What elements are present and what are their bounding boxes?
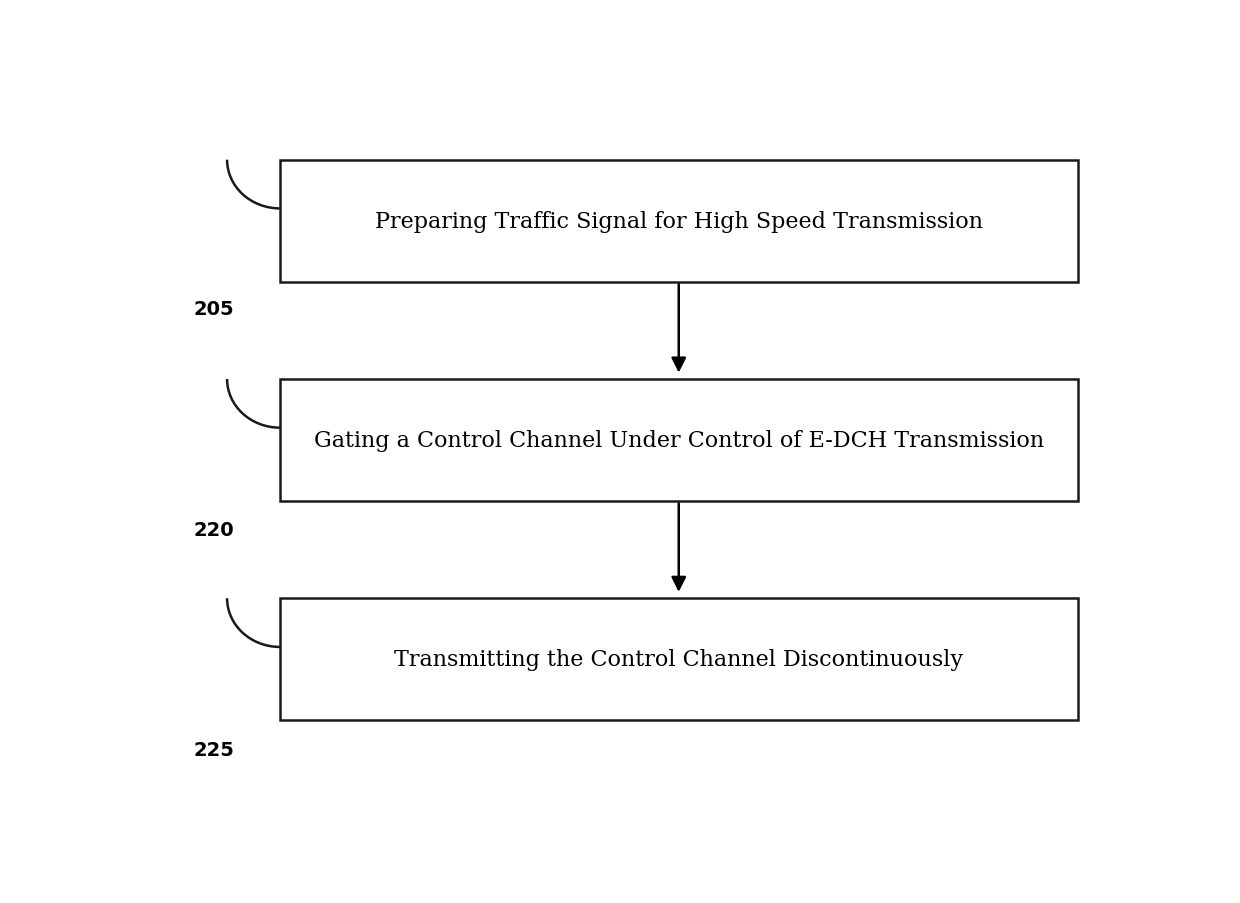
Text: Gating a Control Channel Under Control of E-DCH Transmission: Gating a Control Channel Under Control o…	[314, 430, 1044, 452]
Text: 225: 225	[193, 740, 234, 759]
Text: 220: 220	[193, 520, 234, 539]
Text: Preparing Traffic Signal for High Speed Transmission: Preparing Traffic Signal for High Speed …	[374, 210, 983, 232]
Bar	[280, 379, 1078, 501]
Bar	[280, 599, 1078, 721]
Text: Transmitting the Control Channel Discontinuously: Transmitting the Control Channel Discont…	[394, 648, 963, 670]
Bar	[280, 161, 1078, 282]
Text: 205: 205	[193, 300, 234, 319]
